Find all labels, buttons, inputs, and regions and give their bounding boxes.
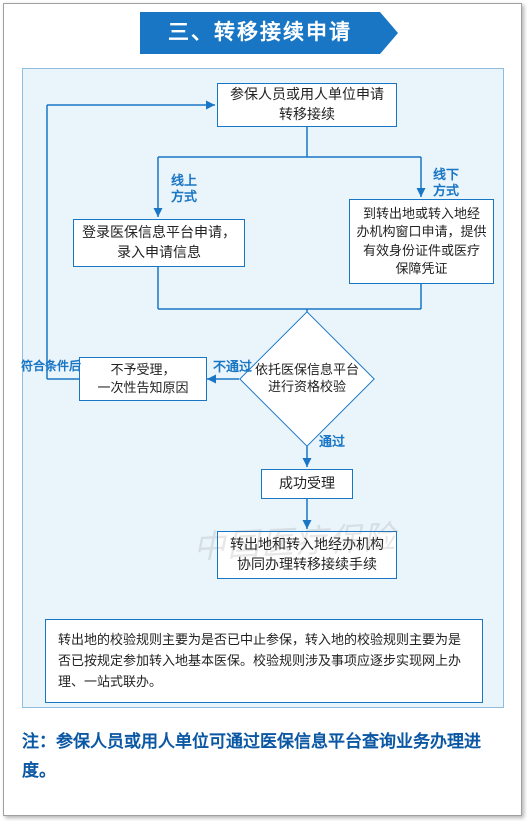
- node-offline-text: 到转出地或转入地经办机构窗口申请，提供有效身份证件或医疗保障凭证: [356, 205, 486, 278]
- label-pass: 通过: [319, 434, 345, 450]
- label-fail: 不通过: [213, 359, 252, 375]
- node-start: 参保人员或用人单位申请转移接续: [217, 83, 397, 127]
- label-after-condition: 符合条件后: [21, 359, 81, 373]
- node-rules-note: 转出地的校验规则主要为是否已中止参保，转入地的校验规则主要为是否已按规定参加转入…: [45, 619, 483, 703]
- node-offline: 到转出地或转入地经办机构窗口申请，提供有效身份证件或医疗保障凭证: [349, 199, 494, 284]
- node-accept-text: 成功受理: [279, 474, 335, 494]
- node-reject-text: 不予受理，一次性告知原因: [97, 361, 188, 397]
- node-online: 登录医保信息平台申请，录入申请信息: [73, 219, 245, 267]
- node-process: 转出地和转入地经办机构协同办理转移接续手续: [217, 531, 397, 579]
- label-offline-way: 线下方式: [433, 167, 459, 198]
- footer-note-text: 注：参保人员或用人单位可通过医保信息平台查询业务办理进度。: [22, 732, 481, 780]
- node-rules-text: 转出地的校验规则主要为是否已中止参保，转入地的校验规则主要为是否已按规定参加转入…: [58, 632, 461, 689]
- footer-note: 注：参保人员或用人单位可通过医保信息平台查询业务办理进度。: [22, 728, 504, 786]
- node-online-text: 登录医保信息平台申请，录入申请信息: [82, 223, 236, 262]
- label-online-way: 线上方式: [171, 173, 197, 204]
- node-verify-text: 依托医保信息平台进行资格校验: [237, 339, 377, 419]
- node-process-text: 转出地和转入地经办机构协同办理转移接续手续: [230, 535, 384, 574]
- node-accept: 成功受理: [261, 469, 353, 499]
- section-title-banner: 三、转移接续申请: [140, 12, 380, 54]
- section-title-text: 三、转移接续申请: [168, 21, 352, 44]
- node-verify: 依托医保信息平台进行资格校验: [237, 339, 377, 419]
- node-start-text: 参保人员或用人单位申请转移接续: [230, 85, 384, 124]
- node-reject: 不予受理，一次性告知原因: [79, 357, 207, 401]
- flowchart-panel: 参保人员或用人单位申请转移接续 线上方式 线下方式 登录医保信息平台申请，录入申…: [22, 68, 504, 708]
